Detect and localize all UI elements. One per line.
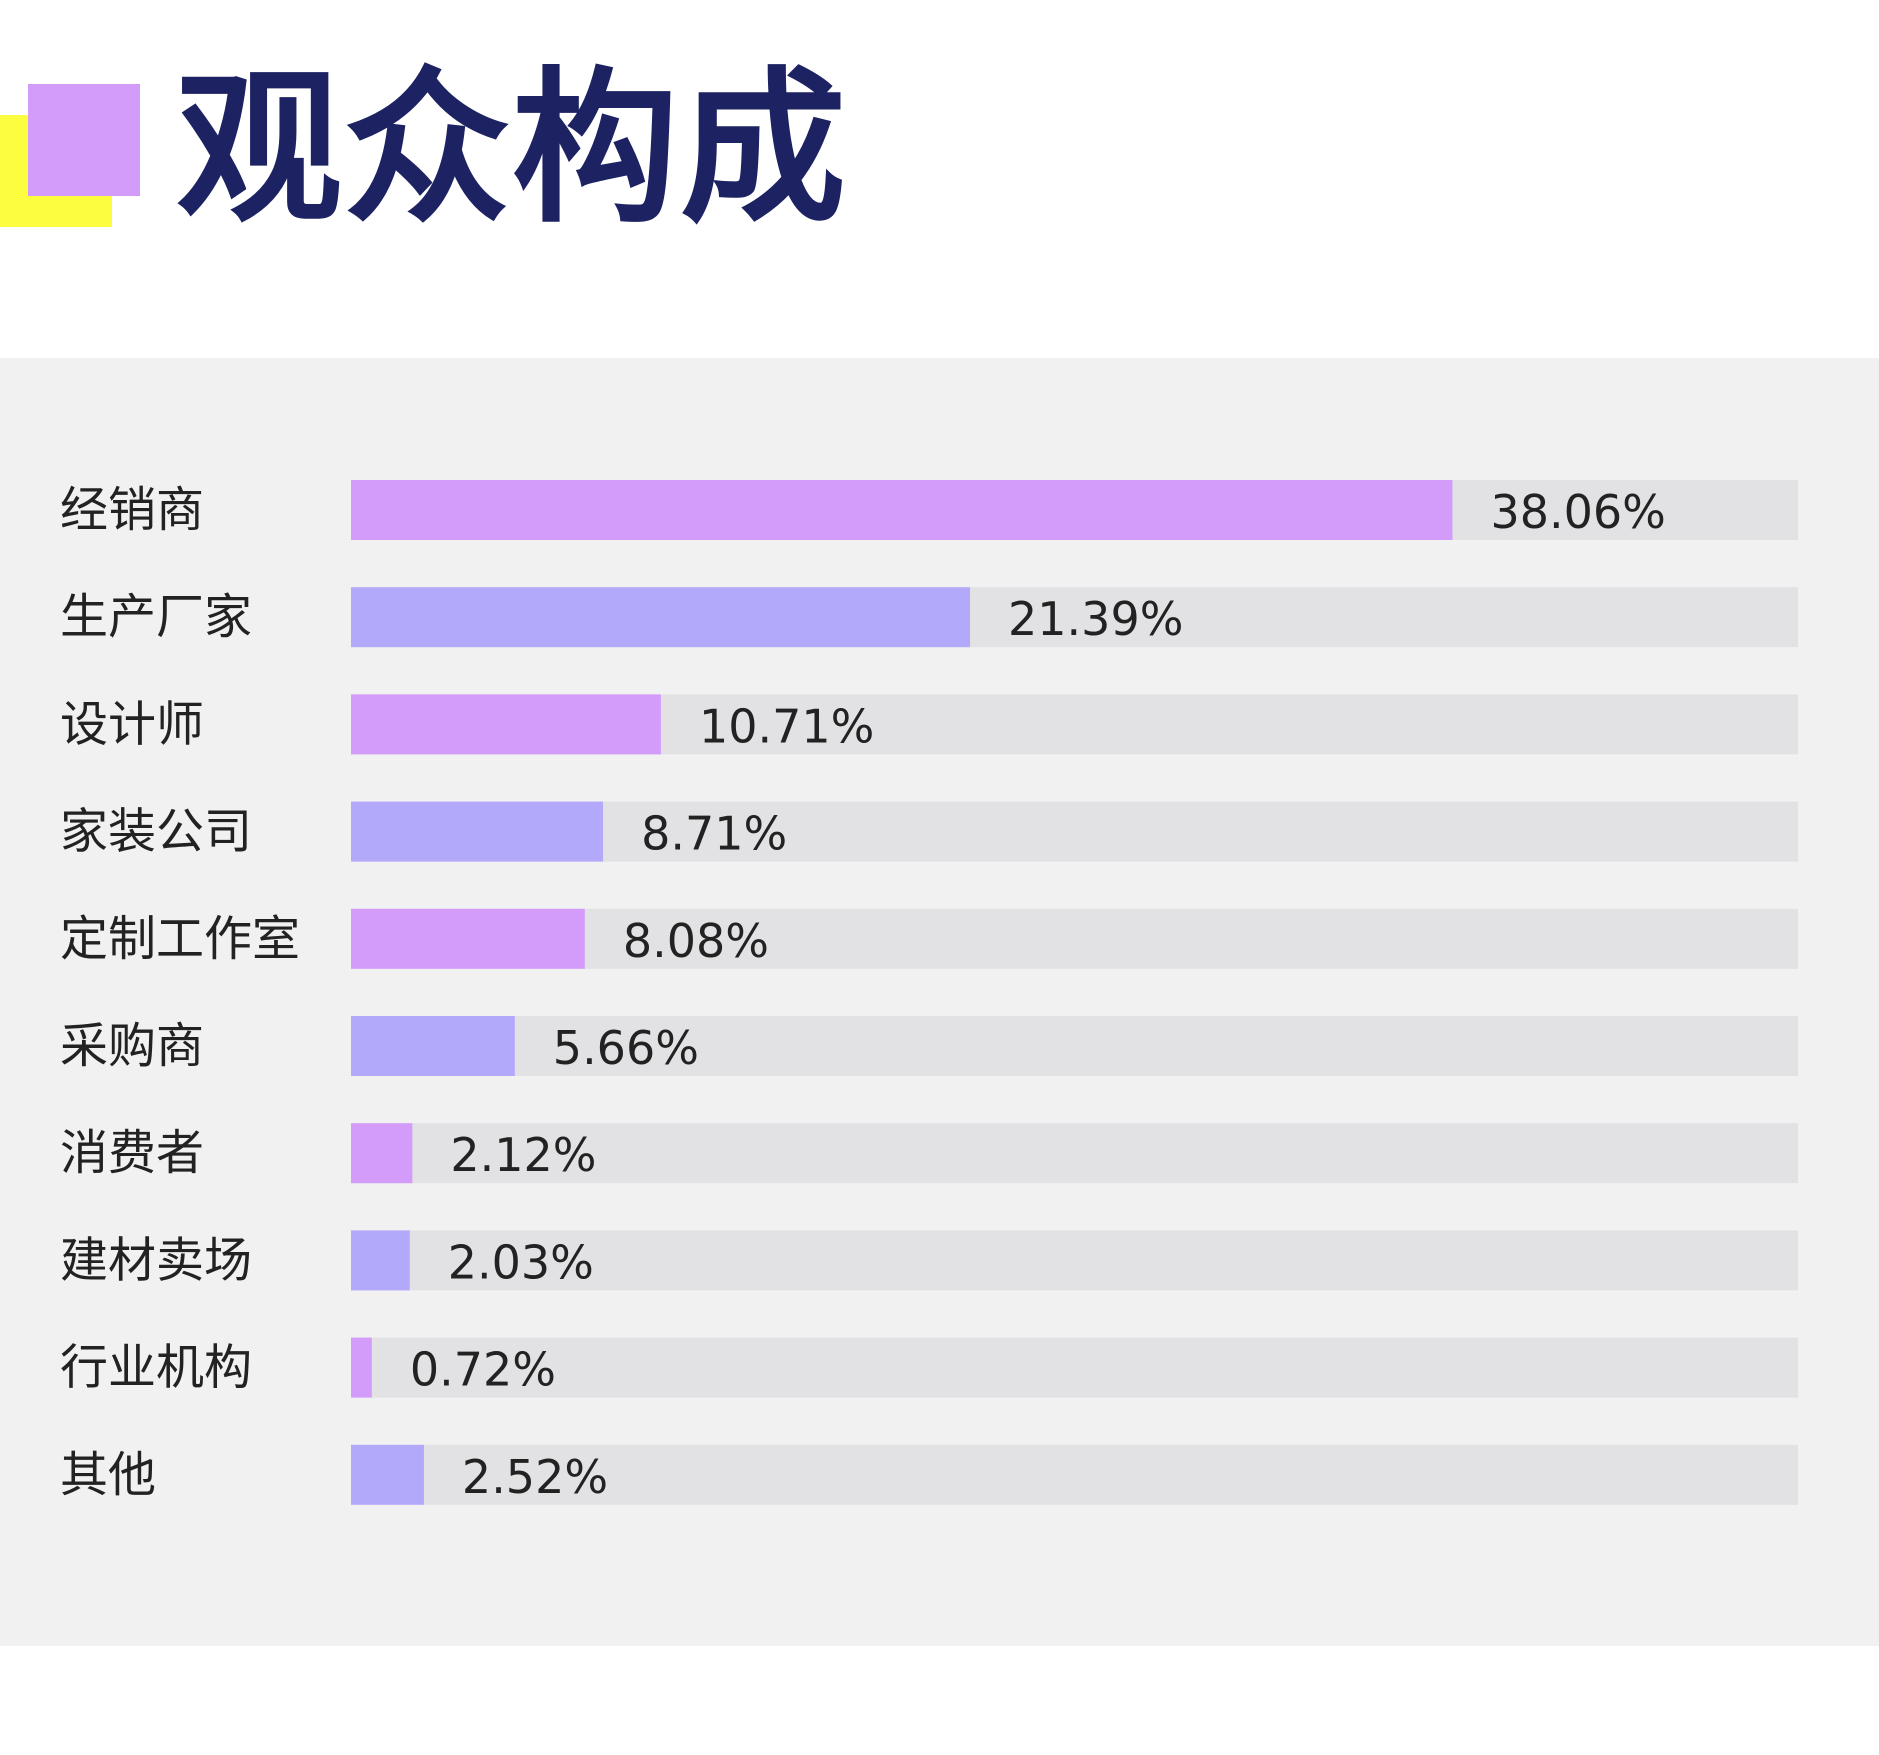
value-label: 38.06% — [1490, 485, 1665, 539]
bar-track — [351, 1016, 1798, 1076]
value-label: 2.03% — [448, 1235, 594, 1289]
bar-row: 定制工作室 8.08% — [60, 908, 1798, 969]
bar — [351, 908, 585, 969]
bar-row: 经销商 38.06% — [60, 480, 1798, 540]
value-label: 8.08% — [623, 914, 769, 968]
value-label: 21.39% — [1008, 592, 1183, 646]
category-label: 生产厂家 — [60, 589, 252, 645]
value-label: 8.71% — [641, 807, 787, 861]
bar-row: 采购商 5.66% — [60, 1016, 1798, 1076]
bar-row: 生产厂家 21.39% — [60, 587, 1798, 648]
bar — [351, 480, 1453, 540]
category-label: 家装公司 — [60, 804, 252, 860]
bar-track — [351, 908, 1798, 969]
bar-track — [351, 1123, 1798, 1184]
bar-row: 行业机构 0.72% — [60, 1337, 1798, 1398]
bar-row: 家装公司 8.71% — [60, 801, 1798, 862]
bar-row: 消费者 2.12% — [60, 1123, 1798, 1184]
category-label: 定制工作室 — [60, 911, 300, 967]
chart-panel: 经销商 38.06% 生产厂家 21.39% 设计师 10.71% 家装公司 8.71% 定制工… — [0, 358, 1879, 1646]
category-label: 经销商 — [60, 482, 204, 538]
page-title: 观众构成 — [176, 53, 848, 246]
value-label: 0.72% — [410, 1343, 556, 1397]
category-label: 消费者 — [60, 1125, 204, 1181]
bar-track — [351, 1337, 1798, 1398]
bar-row: 建材卖场 2.03% — [60, 1230, 1798, 1291]
category-label: 建材卖场 — [60, 1232, 252, 1288]
category-label: 设计师 — [60, 696, 204, 752]
bar-row: 设计师 10.71% — [60, 694, 1798, 755]
value-label: 2.52% — [462, 1450, 608, 1504]
bar — [351, 1444, 424, 1505]
category-label: 采购商 — [60, 1018, 204, 1074]
bar-track — [351, 1444, 1798, 1505]
category-label: 行业机构 — [60, 1340, 252, 1396]
bar — [351, 1123, 413, 1184]
title-block: 观众构成 — [0, 0, 1879, 300]
bar — [351, 694, 661, 755]
bar-row: 其他 2.52% — [60, 1444, 1798, 1505]
value-label: 2.12% — [450, 1128, 596, 1182]
value-label: 10.71% — [699, 699, 874, 753]
bar-chart: 经销商 38.06% 生产厂家 21.39% 设计师 10.71% 家装公司 8.71% 定制工… — [60, 480, 1798, 1505]
bar — [351, 1337, 372, 1398]
category-label: 其他 — [60, 1447, 156, 1503]
bar — [351, 801, 604, 862]
purple-accent-square — [28, 84, 140, 196]
bar — [351, 1230, 410, 1291]
bar-track — [351, 1230, 1798, 1291]
value-label: 5.66% — [553, 1021, 699, 1075]
bar — [351, 1016, 515, 1076]
bar — [351, 587, 971, 648]
